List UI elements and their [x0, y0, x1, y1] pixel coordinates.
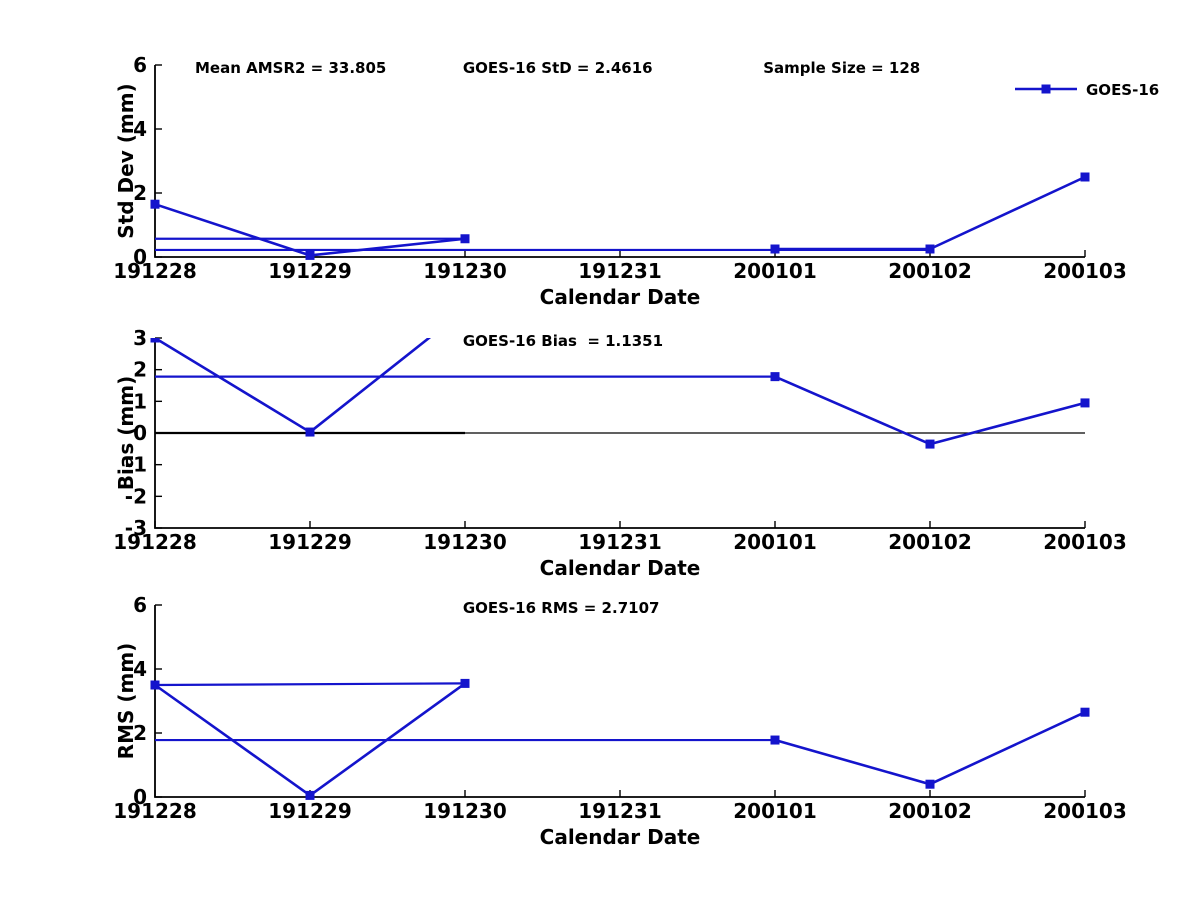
- data-point-marker: [770, 372, 780, 382]
- y-tick-label: 0: [133, 785, 147, 809]
- subplot-bias: -3 -2 -1 0 1 2 3 191228 191229 191230 191231 200101…: [113, 326, 1127, 580]
- x-tick-label: 191231: [578, 530, 662, 554]
- y-tick-label: -3: [125, 516, 147, 540]
- x-tick-label: 191231: [578, 259, 662, 283]
- data-point-marker: [305, 427, 315, 437]
- x-tick-label: 191230: [423, 259, 507, 283]
- y-tick-label: -2: [125, 484, 147, 508]
- x-tick-label: 200101: [733, 799, 817, 823]
- subplot-std-dev: 0 2 4 6 191228 191229 191230 191231 200101 200102…: [113, 53, 1127, 309]
- annotation: GOES-16 StD = 2.4616: [463, 59, 653, 77]
- y-tick-label: -1: [125, 453, 147, 477]
- x-tick-label: 191228: [113, 799, 197, 823]
- x-tick-label: 191230: [423, 799, 507, 823]
- x-tick-label: 191231: [578, 799, 662, 823]
- x-tick-label: 200102: [888, 259, 972, 283]
- y-tick-label: 2: [133, 721, 147, 745]
- data-point-marker: [305, 790, 315, 800]
- data-point-marker: [1080, 172, 1090, 182]
- x-tick-label: 191230: [423, 530, 507, 554]
- x-tick-label: 200102: [888, 799, 972, 823]
- annotation: Mean AMSR2 = 33.805: [195, 59, 386, 77]
- x-tick-label: 200101: [733, 259, 817, 283]
- series-group: [150, 338, 1090, 449]
- data-point-marker: [925, 439, 935, 449]
- y-axis-label: Std Dev (mm): [114, 83, 138, 238]
- y-axis-label: Bias (mm): [114, 376, 138, 490]
- data-point-marker: [1080, 398, 1090, 408]
- x-tick-label: 191229: [268, 530, 352, 554]
- y-tick-label: 0: [133, 421, 147, 445]
- subplot-rms: 0 2 4 6 191228 191229 191230 191231 200101 200102…: [113, 593, 1127, 849]
- series-group: [150, 172, 1090, 260]
- data-line-weekly-chord: [154, 682, 466, 687]
- data-point-marker: [305, 250, 315, 260]
- y-tick-label: 6: [133, 53, 147, 77]
- legend: GOES-16: [1015, 81, 1159, 99]
- annotation: Sample Size = 128: [763, 59, 920, 77]
- annotation: GOES-16 RMS = 2.7107: [463, 599, 660, 617]
- y-tick-label: 2: [133, 358, 147, 382]
- y-tick-label: 4: [133, 657, 147, 681]
- legend-marker-sample: [1041, 84, 1051, 94]
- y-axis-label: RMS (mm): [114, 643, 138, 760]
- data-point-marker: [150, 338, 160, 343]
- x-tick-label: 200103: [1043, 259, 1127, 283]
- y-tick-label: 0: [133, 245, 147, 269]
- y-tick-label: 6: [133, 593, 147, 617]
- x-tick-label: 191229: [268, 259, 352, 283]
- x-tick-label: 200103: [1043, 530, 1127, 554]
- data-point-marker: [150, 199, 160, 209]
- data-point-marker: [770, 735, 780, 745]
- x-axis-label: Calendar Date: [540, 285, 701, 309]
- data-point-marker: [1080, 707, 1090, 717]
- x-tick-label: 200101: [733, 530, 817, 554]
- y-tick-label: 4: [133, 117, 147, 141]
- x-axis-label: Calendar Date: [540, 825, 701, 849]
- data-point-marker: [925, 779, 935, 789]
- x-tick-label: 200102: [888, 530, 972, 554]
- y-tick-label: 2: [133, 181, 147, 205]
- x-axis-label: Calendar Date: [540, 556, 701, 580]
- x-tick-label: 191228: [113, 259, 197, 283]
- legend-label: GOES-16: [1086, 81, 1159, 99]
- x-tick-label: 200103: [1043, 799, 1127, 823]
- annotation: GOES-16 Bias = 1.1351: [463, 332, 663, 350]
- x-tick-label: 191228: [113, 530, 197, 554]
- x-tick-label: 191229: [268, 799, 352, 823]
- series-group: [150, 678, 1090, 800]
- y-tick-label: 3: [133, 326, 147, 350]
- y-tick-label: 1: [133, 389, 147, 413]
